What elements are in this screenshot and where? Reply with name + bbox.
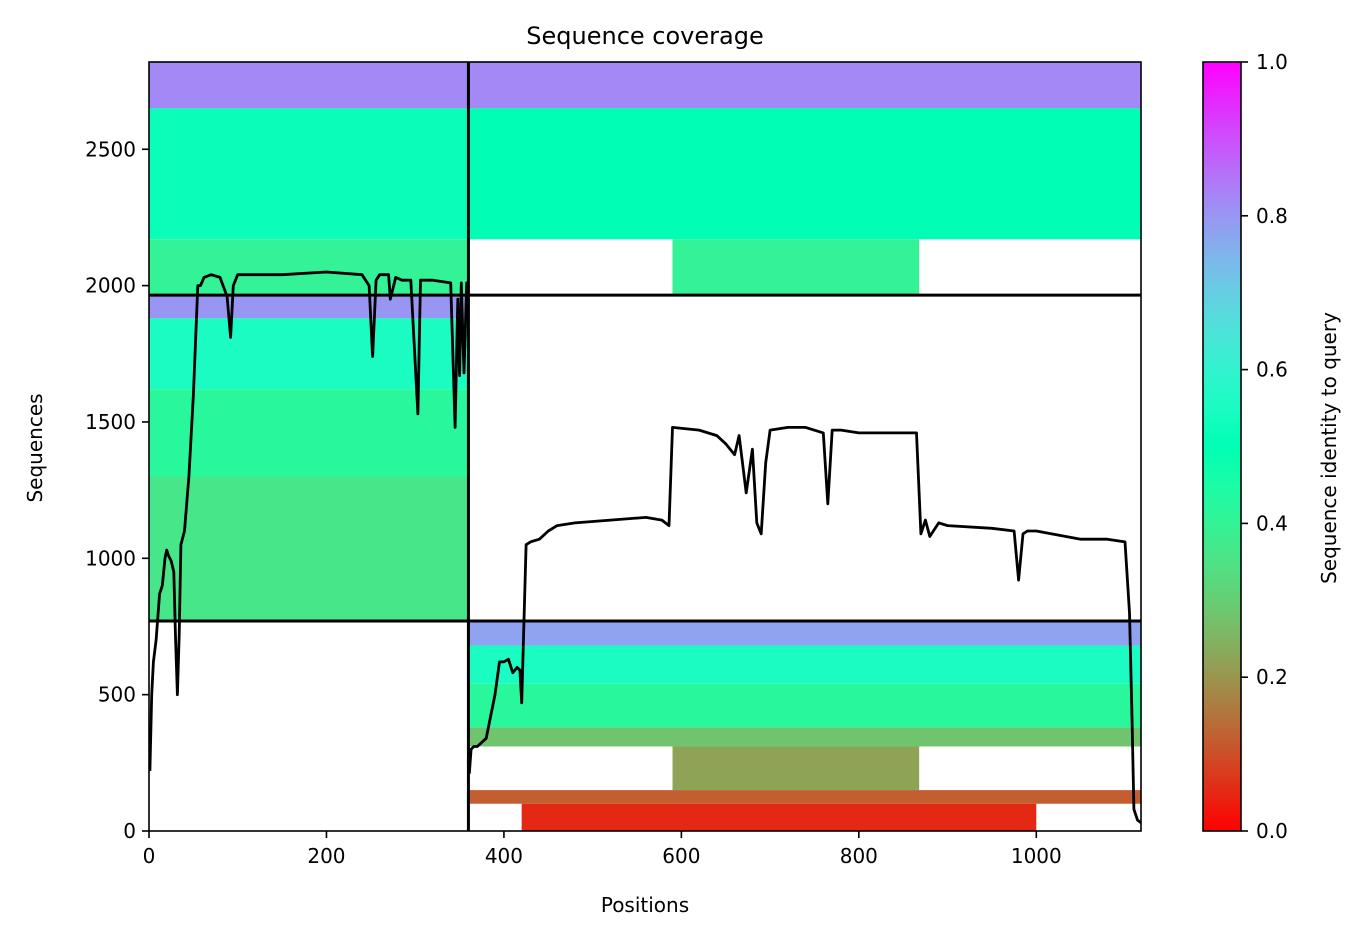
colorbar-tick-label: 0.2 [1256, 665, 1288, 689]
y-axis: 0 500 1000 1500 2000 2500 [85, 137, 149, 843]
x-tick-label: 200 [307, 844, 345, 868]
coverage-line-segment-1 [467, 425, 1141, 824]
heatmap-band-bottom-right-0 [468, 621, 1141, 646]
heatmap-band-bottom-right-2 [468, 683, 1141, 728]
colorbar-tick-label: 0.8 [1256, 204, 1288, 228]
colorbar-tick-label: 1.0 [1256, 50, 1288, 74]
plot-frame [148, 61, 1142, 832]
coverage-heatmap [149, 62, 1141, 831]
coverage-line [149, 270, 1141, 824]
x-axis-label: Positions [601, 893, 689, 917]
heatmap-band-top-right-0 [468, 62, 1141, 109]
y-tick-label: 2500 [85, 137, 136, 161]
y-tick-label: 1000 [85, 546, 136, 570]
colorbar-label: Sequence identity to query [1317, 312, 1341, 584]
heatmap-band-middle-left-2 [149, 389, 469, 477]
heatmap-band-top-left-0 [149, 62, 469, 109]
x-tick-label: 800 [840, 844, 878, 868]
x-tick-label: 0 [143, 844, 156, 868]
colorbar: 0.0 0.2 0.4 0.6 0.8 1.0 Sequence identity to … [1202, 50, 1341, 843]
segment-boundaries [149, 62, 1141, 831]
heatmap-band-middle-left-3 [149, 476, 469, 622]
heatmap-band-top-left-1 [149, 108, 469, 240]
chart-title: Sequence coverage [526, 22, 763, 50]
heatmap-band-bottom-right-3 [468, 727, 1141, 747]
y-tick-label: 1500 [85, 410, 136, 434]
y-tick-label: 2000 [85, 274, 136, 298]
heatmap-band-bottom-right-1 [468, 645, 1141, 684]
colorbar-gradient [1202, 61, 1242, 832]
colorbar-tick-label: 0.4 [1256, 511, 1288, 535]
x-tick-label: 1000 [1011, 844, 1062, 868]
y-tick-label: 500 [98, 683, 136, 707]
heatmap-band-bottom-right-5 [468, 790, 1141, 804]
colorbar-tick-label: 0.0 [1256, 819, 1288, 843]
colorbar-ticks: 0.0 0.2 0.4 0.6 0.8 1.0 [1241, 50, 1288, 843]
y-axis-label: Sequences [23, 393, 47, 502]
colorbar-tick-label: 0.6 [1256, 358, 1288, 382]
x-axis: 0 200 400 600 800 1000 [143, 831, 1062, 868]
heatmap-band-top-right-1 [468, 108, 1141, 240]
y-tick-label: 0 [123, 819, 136, 843]
heatmap-band-top-right-2 [672, 239, 920, 294]
heatmap-band-bottom-right-6 [521, 803, 1037, 831]
coverage-line-segment-0 [149, 270, 470, 772]
x-tick-label: 600 [662, 844, 700, 868]
heatmap-band-bottom-right-4 [672, 746, 920, 791]
x-tick-label: 400 [485, 844, 523, 868]
